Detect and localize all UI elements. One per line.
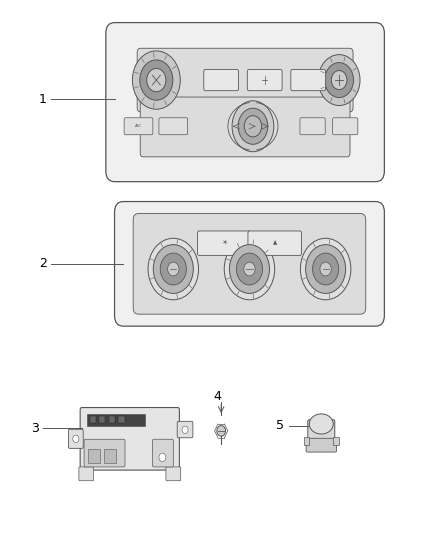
Bar xyxy=(118,416,124,423)
FancyBboxPatch shape xyxy=(247,69,282,91)
Bar xyxy=(88,449,100,463)
Text: 5: 5 xyxy=(276,419,284,432)
FancyBboxPatch shape xyxy=(140,97,350,157)
Bar xyxy=(333,437,339,445)
Text: 3: 3 xyxy=(31,422,39,435)
Bar xyxy=(90,416,96,423)
FancyBboxPatch shape xyxy=(204,69,239,91)
FancyBboxPatch shape xyxy=(80,408,180,470)
FancyBboxPatch shape xyxy=(133,214,366,314)
Circle shape xyxy=(238,108,268,144)
FancyBboxPatch shape xyxy=(79,467,94,481)
Bar xyxy=(109,416,115,423)
FancyBboxPatch shape xyxy=(68,429,83,448)
Circle shape xyxy=(182,426,188,433)
Bar xyxy=(87,414,145,425)
FancyBboxPatch shape xyxy=(291,69,325,91)
Circle shape xyxy=(148,238,198,300)
Text: ▲: ▲ xyxy=(272,241,277,246)
FancyBboxPatch shape xyxy=(137,49,353,112)
Text: 1: 1 xyxy=(39,93,47,106)
Circle shape xyxy=(318,54,360,106)
FancyBboxPatch shape xyxy=(248,231,301,255)
Circle shape xyxy=(132,51,180,109)
Circle shape xyxy=(300,238,351,300)
Circle shape xyxy=(147,68,166,92)
FancyBboxPatch shape xyxy=(106,22,385,182)
Circle shape xyxy=(306,245,346,293)
FancyBboxPatch shape xyxy=(115,201,385,326)
FancyBboxPatch shape xyxy=(84,439,125,467)
Circle shape xyxy=(168,262,179,276)
Circle shape xyxy=(244,262,255,276)
Text: A/C: A/C xyxy=(135,124,142,128)
FancyBboxPatch shape xyxy=(306,438,336,452)
Text: 2: 2 xyxy=(39,257,47,270)
FancyBboxPatch shape xyxy=(300,118,325,135)
Bar xyxy=(99,416,106,423)
Circle shape xyxy=(232,101,274,152)
Circle shape xyxy=(160,253,186,285)
Text: ☀: ☀ xyxy=(221,240,227,246)
FancyBboxPatch shape xyxy=(198,231,251,255)
Circle shape xyxy=(320,262,331,276)
Circle shape xyxy=(153,245,193,293)
FancyBboxPatch shape xyxy=(166,467,181,481)
FancyBboxPatch shape xyxy=(124,118,153,135)
Circle shape xyxy=(140,60,173,100)
Circle shape xyxy=(331,70,347,90)
Circle shape xyxy=(244,116,261,137)
Bar xyxy=(104,449,116,463)
FancyBboxPatch shape xyxy=(152,439,173,467)
Circle shape xyxy=(325,62,353,98)
Circle shape xyxy=(217,425,226,436)
FancyBboxPatch shape xyxy=(159,118,187,135)
Circle shape xyxy=(230,245,269,293)
Ellipse shape xyxy=(309,414,333,434)
Circle shape xyxy=(73,435,79,442)
Text: 4: 4 xyxy=(213,390,221,403)
Circle shape xyxy=(313,253,339,285)
FancyBboxPatch shape xyxy=(177,421,193,438)
FancyBboxPatch shape xyxy=(332,118,358,135)
Bar xyxy=(304,437,309,445)
Circle shape xyxy=(224,238,275,300)
Circle shape xyxy=(159,453,166,462)
Circle shape xyxy=(237,253,262,285)
FancyBboxPatch shape xyxy=(308,419,335,443)
